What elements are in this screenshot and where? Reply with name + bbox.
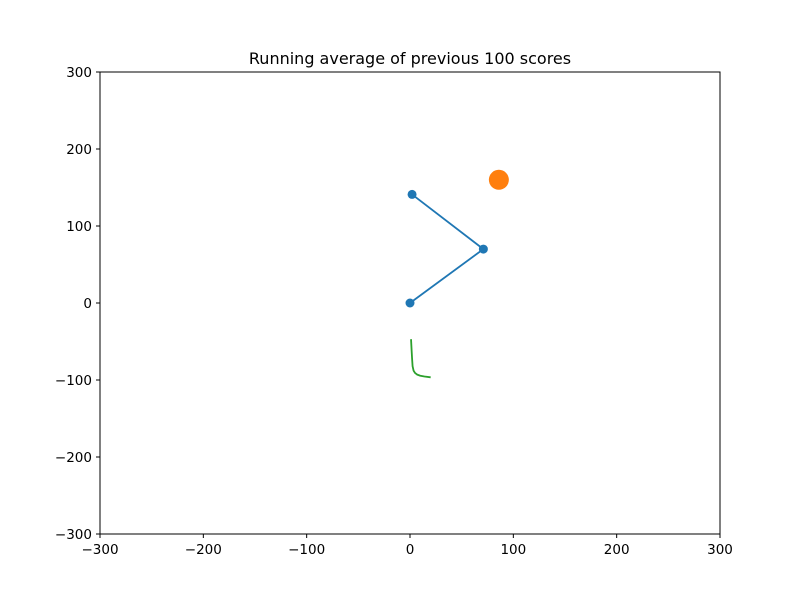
plot-area bbox=[405, 169, 509, 379]
series-0-point bbox=[405, 298, 415, 308]
y-tick-label: 300 bbox=[66, 65, 92, 81]
y-tick-label: −200 bbox=[55, 450, 92, 466]
y-axis: −300 −200 −100 0 100 200 300 bbox=[55, 65, 100, 543]
y-tick-label: −300 bbox=[55, 527, 92, 543]
x-axis: −300 −200 −100 0 100 200 300 bbox=[81, 534, 733, 558]
chart-title: Running average of previous 100 scores bbox=[249, 49, 571, 68]
y-tick-label: −100 bbox=[55, 373, 92, 389]
series-0-line bbox=[409, 193, 485, 304]
x-tick-label: 0 bbox=[406, 542, 415, 558]
x-tick-label: −200 bbox=[185, 542, 222, 558]
x-tick-label: 300 bbox=[707, 542, 733, 558]
y-tick-label: 100 bbox=[66, 219, 92, 235]
series-2-line bbox=[410, 339, 431, 379]
series-1-point bbox=[488, 169, 509, 190]
y-tick-label: 0 bbox=[83, 296, 92, 312]
series-0-point bbox=[478, 244, 488, 254]
x-tick-label: 200 bbox=[604, 542, 630, 558]
x-tick-label: −300 bbox=[81, 542, 118, 558]
series-0-point bbox=[407, 189, 417, 199]
x-tick-label: −100 bbox=[288, 542, 325, 558]
x-tick-label: 100 bbox=[500, 542, 526, 558]
y-tick-label: 200 bbox=[66, 142, 92, 158]
